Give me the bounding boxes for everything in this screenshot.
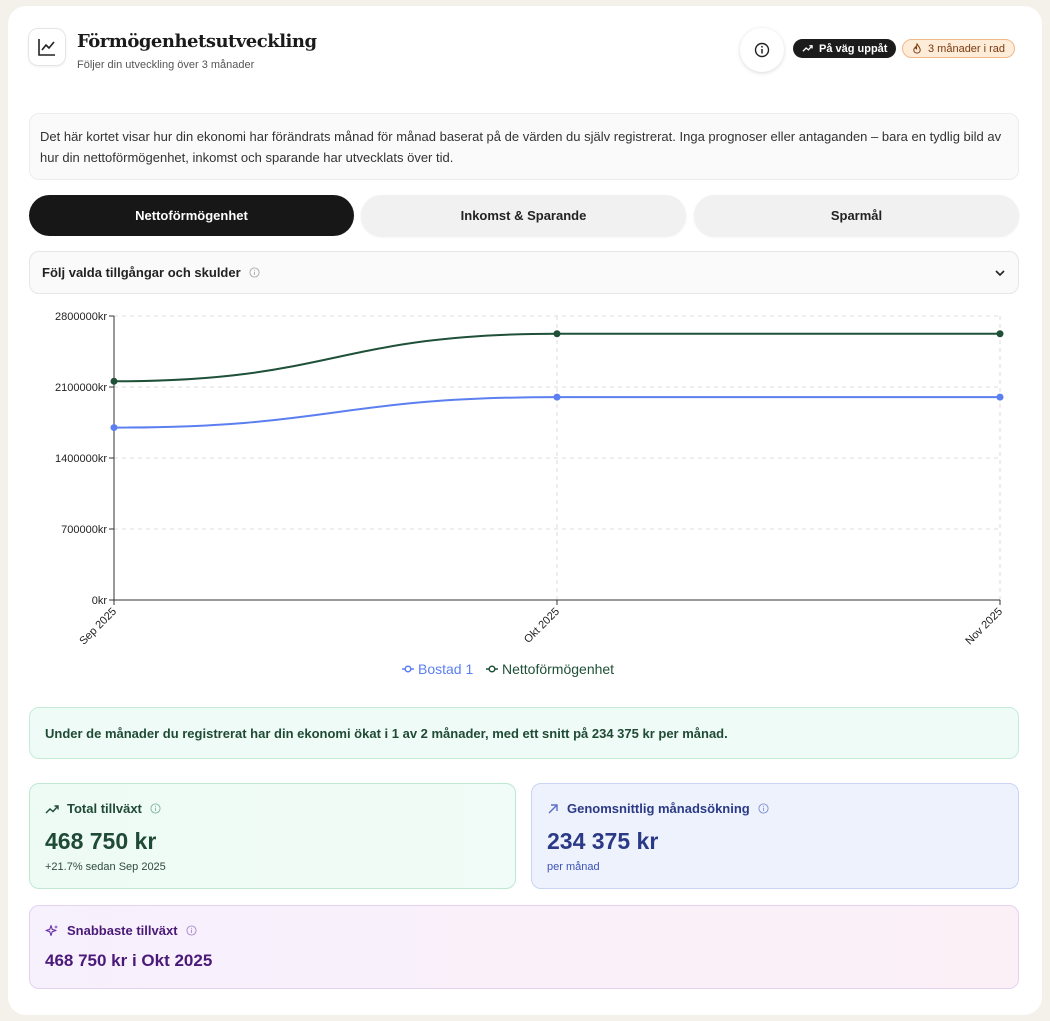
fastest-growth-label: Snabbaste tillväxt: [67, 923, 178, 938]
data-point: [553, 330, 561, 338]
chart-line-icon: [28, 28, 66, 66]
page-title: Förmögenhetsutveckling: [77, 31, 317, 52]
y-tick-label: 700000kr: [61, 524, 107, 536]
data-point: [553, 393, 561, 401]
data-point: [996, 393, 1004, 401]
wealth-card: Förmögenhetsutveckling Följer din utveck…: [8, 6, 1042, 1015]
trending-up-icon: [45, 804, 59, 813]
y-tick-label: 1400000kr: [55, 453, 107, 465]
x-tick-label: Okt 2025: [522, 606, 562, 646]
info-icon: [758, 803, 769, 814]
card-header: Förmögenhetsutveckling Följer din utveck…: [28, 28, 1020, 78]
y-tick-label: 2800000kr: [55, 311, 107, 323]
data-point: [110, 424, 118, 432]
average-increase-sub: per månad: [547, 861, 600, 873]
info-icon: [754, 42, 770, 58]
info-icon: [150, 803, 161, 814]
tab-bar: Nettoförmögenhet Inkomst & Sparande Spar…: [29, 195, 1019, 236]
insight-banner: Under de månader du registrerat har din …: [29, 707, 1019, 759]
flame-icon: [913, 43, 921, 54]
info-icon: [249, 267, 260, 278]
tab-nettoformogenhet[interactable]: Nettoförmögenhet: [29, 195, 354, 236]
arrow-up-right-icon: [548, 803, 558, 813]
fastest-growth-value: 468 750 kr i Okt 2025: [45, 951, 213, 970]
data-point: [110, 377, 118, 385]
legend-label-0: Bostad 1: [418, 661, 473, 677]
trend-badge-label: På väg uppåt: [819, 42, 888, 55]
average-increase-header: Genomsnittlig månadsökning: [547, 801, 769, 816]
average-increase-value: 234 375 kr: [547, 828, 659, 854]
legend-swatch-dot: [488, 665, 496, 673]
legend-label-1: Nettoförmögenhet: [502, 661, 614, 677]
description-box: Det här kortet visar hur din ekonomi har…: [29, 113, 1019, 180]
total-growth-label: Total tillväxt: [67, 801, 142, 816]
dropdown-label: Följ valda tillgångar och skulder: [42, 265, 241, 280]
net-worth-chart: 0kr 700000kr 1400000kr 2100000kr 2800000kr Se…: [55, 311, 1005, 677]
x-tick-label: Sep 2025: [77, 606, 119, 648]
x-tick-label: Nov 2025: [963, 606, 1005, 648]
y-tick-label: 2100000kr: [55, 382, 107, 394]
total-growth-header: Total tillväxt: [45, 801, 161, 816]
average-increase-card: Genomsnittlig månadsökning 234 375 kr pe…: [531, 783, 1019, 889]
page-subtitle: Följer din utveckling över 3 månader: [77, 59, 255, 71]
total-growth-card: Total tillväxt 468 750 kr +21.7% sedan S…: [29, 783, 516, 889]
info-button[interactable]: [740, 28, 784, 72]
trending-up-icon: [802, 45, 813, 52]
y-tick-label: 0kr: [92, 595, 108, 607]
legend-swatch-dot: [404, 665, 412, 673]
trend-badge: På väg uppåt: [793, 39, 897, 58]
streak-badge-label: 3 månader i rad: [928, 42, 1006, 55]
tab-sparmal[interactable]: Sparmål: [694, 195, 1019, 236]
sparkles-icon: [45, 924, 58, 936]
asset-filter-dropdown[interactable]: Följ valda tillgångar och skulder: [29, 251, 1019, 294]
chevron-down-icon: [995, 269, 1005, 276]
info-icon: [186, 925, 197, 936]
fastest-growth-header: Snabbaste tillväxt: [45, 923, 197, 938]
average-increase-label: Genomsnittlig månadsökning: [567, 801, 750, 816]
data-point: [996, 330, 1004, 338]
total-growth-sub: +21.7% sedan Sep 2025: [45, 861, 166, 873]
streak-badge: 3 månader i rad: [902, 39, 1016, 58]
tab-inkomst-sparande[interactable]: Inkomst & Sparande: [361, 195, 686, 236]
total-growth-value: 468 750 kr: [45, 828, 157, 854]
fastest-growth-card: Snabbaste tillväxt 468 750 kr i Okt 2025: [29, 905, 1019, 989]
